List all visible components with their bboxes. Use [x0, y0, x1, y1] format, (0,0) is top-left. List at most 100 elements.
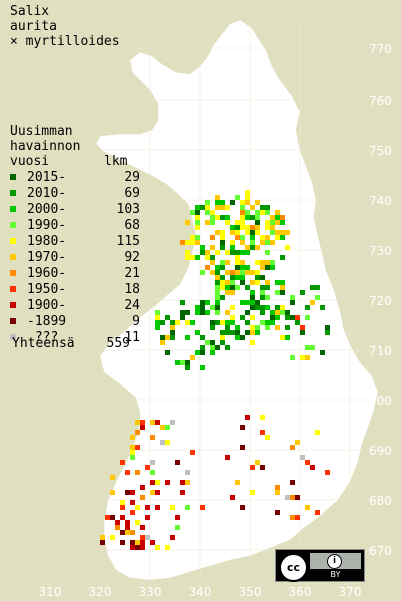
legend-label: -1899 — [27, 314, 67, 329]
legend-count: 9 — [132, 314, 140, 329]
observation-marker — [145, 505, 150, 510]
observation-marker — [280, 220, 285, 225]
observation-marker — [230, 290, 235, 295]
observation-marker — [230, 230, 235, 235]
observation-marker — [295, 515, 300, 520]
observation-marker — [305, 355, 310, 360]
observation-marker — [215, 290, 220, 295]
observation-marker — [220, 280, 225, 285]
y-tick-label: 770 — [369, 42, 392, 56]
observation-marker — [135, 470, 140, 475]
legend-label: ??? — [27, 330, 59, 345]
observation-marker — [250, 340, 255, 345]
observation-marker — [240, 235, 245, 240]
observation-marker — [165, 315, 170, 320]
observation-marker — [160, 340, 165, 345]
observation-marker — [245, 215, 250, 220]
observation-marker — [135, 540, 140, 545]
observation-marker — [155, 480, 160, 485]
legend-header-line-2: havainnon — [10, 139, 81, 154]
legend-label: 2000- — [27, 202, 67, 217]
observation-marker — [250, 465, 255, 470]
observation-marker — [205, 300, 210, 305]
observation-marker — [215, 215, 220, 220]
observation-marker — [175, 515, 180, 520]
x-tick-label: 340 — [188, 585, 212, 599]
observation-marker — [255, 245, 260, 250]
observation-marker — [240, 270, 245, 275]
observation-marker — [130, 545, 135, 550]
observation-marker — [245, 415, 250, 420]
observation-marker — [190, 320, 195, 325]
x-tick-label: 330 — [138, 585, 162, 599]
observation-marker — [305, 460, 310, 465]
observation-marker — [265, 205, 270, 210]
observation-marker — [260, 265, 265, 270]
observation-marker — [255, 460, 260, 465]
observation-marker — [220, 320, 225, 325]
observation-marker — [245, 310, 250, 315]
cc-logo-icon: cc — [279, 553, 308, 582]
observation-marker — [155, 310, 160, 315]
observation-marker — [210, 255, 215, 260]
observation-marker — [260, 260, 265, 265]
observation-marker — [195, 220, 200, 225]
observation-marker — [200, 345, 205, 350]
legend-header-line-3: vuosi — [10, 154, 50, 169]
observation-marker — [105, 515, 110, 520]
observation-marker — [235, 255, 240, 260]
observation-marker — [180, 480, 185, 485]
total-count: 559 — [106, 336, 130, 351]
observation-marker — [155, 505, 160, 510]
observation-marker — [170, 330, 175, 335]
observation-marker — [240, 300, 245, 305]
cc-by-license-badge[interactable]: cc i BY — [275, 549, 365, 582]
observation-marker — [215, 310, 220, 315]
legend-swatch — [10, 270, 16, 276]
observation-marker — [170, 535, 175, 540]
observation-markers — [100, 190, 330, 550]
observation-marker — [135, 505, 140, 510]
legend-count: 18 — [124, 282, 140, 297]
observation-marker — [320, 305, 325, 310]
y-tick-label: 720 — [369, 294, 392, 308]
legend-count: 24 — [124, 298, 140, 313]
observation-marker — [310, 465, 315, 470]
observation-marker — [275, 310, 280, 315]
observation-marker — [165, 350, 170, 355]
observation-marker — [130, 540, 135, 545]
observation-marker — [155, 320, 160, 325]
observation-marker — [130, 450, 135, 455]
observation-marker — [285, 315, 290, 320]
observation-marker — [235, 250, 240, 255]
observation-marker — [220, 340, 225, 345]
observation-marker — [300, 455, 305, 460]
observation-marker — [245, 270, 250, 275]
observation-marker — [275, 220, 280, 225]
legend-label: 1970- — [27, 250, 67, 265]
observation-marker — [260, 210, 265, 215]
observation-marker — [250, 300, 255, 305]
observation-marker — [110, 475, 115, 480]
observation-marker — [315, 285, 320, 290]
legend-label: 1960- — [27, 266, 67, 281]
observation-marker — [250, 240, 255, 245]
legend-label: 1980- — [27, 234, 67, 249]
legend-swatch — [10, 318, 16, 324]
observation-marker — [125, 520, 130, 525]
observation-marker — [305, 345, 310, 350]
legend-swatch — [10, 254, 16, 260]
observation-marker — [170, 505, 175, 510]
observation-marker — [190, 255, 195, 260]
observation-marker — [260, 205, 265, 210]
observation-marker — [280, 255, 285, 260]
observation-marker — [275, 290, 280, 295]
observation-marker — [240, 220, 245, 225]
observation-marker — [200, 250, 205, 255]
observation-marker — [150, 460, 155, 465]
observation-marker — [265, 285, 270, 290]
observation-marker — [215, 285, 220, 290]
observation-marker — [220, 335, 225, 340]
observation-marker — [315, 430, 320, 435]
observation-marker — [235, 285, 240, 290]
